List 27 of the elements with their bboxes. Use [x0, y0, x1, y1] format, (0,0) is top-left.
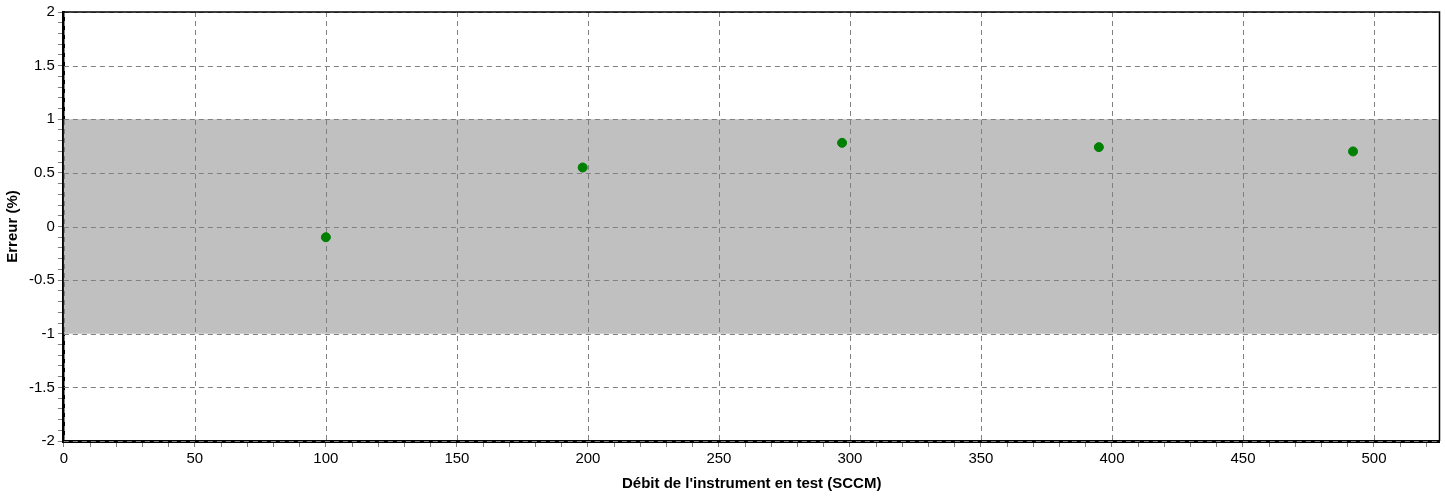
x-tick-label: 150 — [444, 449, 470, 467]
y-tick-label: 1 — [46, 109, 55, 127]
y-tick-label: -0.5 — [28, 270, 55, 288]
x-tick-label: 50 — [186, 449, 204, 467]
y-tick-label: -2 — [41, 431, 55, 449]
point — [1348, 146, 1359, 157]
y-axis-title: Erreur (%) — [3, 190, 21, 263]
x-tick-label: 200 — [575, 449, 601, 467]
x-tick-label: 450 — [1230, 449, 1256, 467]
point — [1093, 142, 1104, 153]
y-tick-label: 0 — [46, 216, 55, 234]
x-tick-label: 500 — [1361, 449, 1387, 467]
point — [837, 137, 848, 148]
point — [320, 232, 331, 243]
y-tick-label: 0.5 — [33, 163, 55, 181]
y-tick-label: 1.5 — [33, 55, 55, 73]
x-tick-label: 0 — [59, 449, 69, 467]
x-tick-label: 400 — [1099, 449, 1125, 467]
x-tick-label: 250 — [706, 449, 732, 467]
y-tick-label: 2 — [46, 2, 55, 20]
y-tick-label: -1 — [41, 323, 55, 341]
x-axis-title: Débit de l'instrument en test (SCCM) — [621, 474, 882, 492]
point — [577, 162, 588, 173]
y-tick-label: -1.5 — [28, 377, 55, 395]
x-tick-label: 350 — [968, 449, 994, 467]
x-tick-label: 300 — [837, 449, 863, 467]
x-tick-label: 100 — [313, 449, 339, 467]
